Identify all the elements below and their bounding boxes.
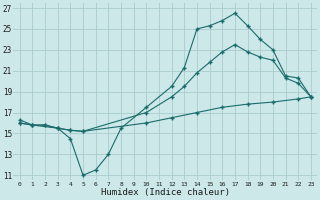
X-axis label: Humidex (Indice chaleur): Humidex (Indice chaleur) — [101, 188, 230, 197]
